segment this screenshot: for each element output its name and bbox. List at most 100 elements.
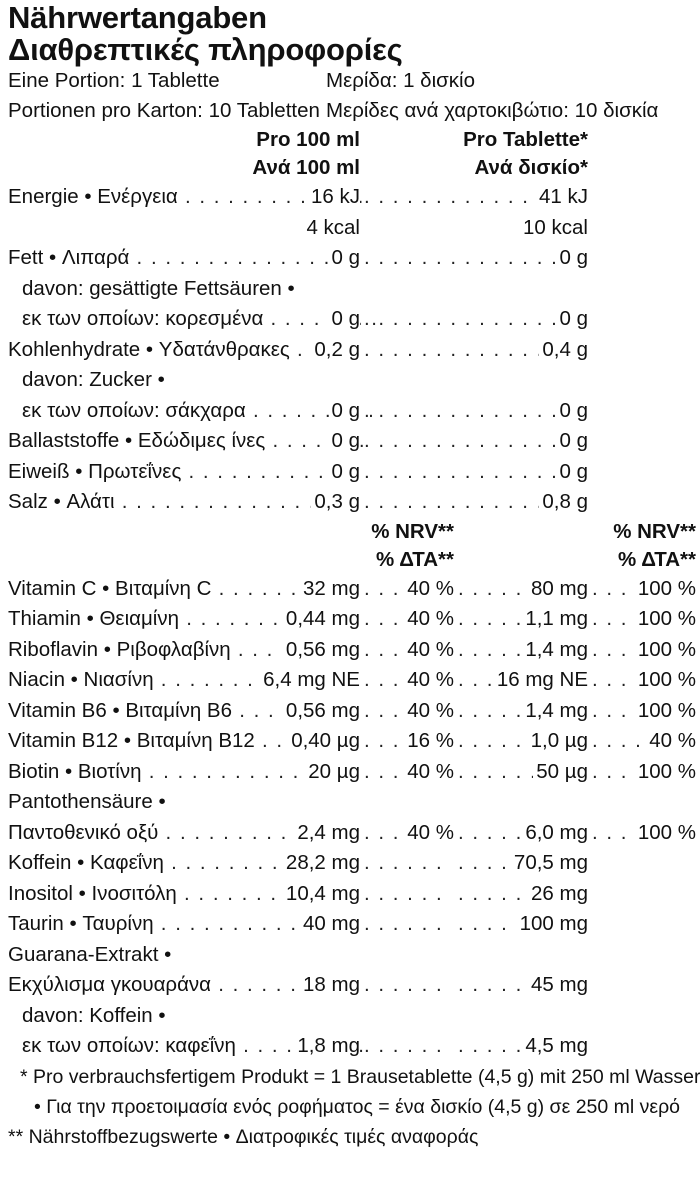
- nrv-per-100ml: 16 %: [404, 726, 454, 757]
- value-per-tablet: 41 kJ: [536, 182, 588, 213]
- value-per-100ml: 40 mg: [300, 909, 360, 940]
- nrv-per-100ml: 40 %: [404, 756, 454, 787]
- portion-row: Eine Portion: 1 Tablette Μερίδα: 1 δισκί…: [8, 66, 696, 96]
- footnote-2: • Για την προετοιμασία ενός ροφήματος = …: [34, 1095, 681, 1118]
- nrv-per-tablet: 100 %: [634, 604, 696, 635]
- value-per-100ml: 0,40 µg: [288, 726, 360, 757]
- value-per-100ml: 1,8 mg: [294, 1031, 360, 1062]
- vitamin-row: Taurin • Ταυρίνη . . . . . . . . . . . .…: [8, 909, 696, 940]
- nutrient-row: εκ των οποίων: σάκχαρα . . . . . . . . .…: [8, 395, 696, 426]
- nutrient-label: Eiweiß • Πρωτεΐνες . . . . . . . . . . .…: [8, 459, 363, 483]
- value-per-tablet: 10 kcal: [520, 212, 588, 243]
- vitamin-label: davon: Koffein •: [22, 1003, 166, 1027]
- nutrient-table: Energie • Ενέργεια . . . . . . . . . . .…: [8, 182, 696, 518]
- vitamin-row: Guarana-Extrakt •: [8, 940, 696, 971]
- nrv-per-tablet: 100 %: [634, 695, 696, 726]
- value-per-100ml: 0,2 g: [311, 334, 360, 365]
- value-per-tablet: 50 µg: [533, 756, 588, 787]
- value-per-tablet: 0,8 g: [539, 487, 588, 518]
- title-de: Nährwertangaben: [8, 0, 267, 35]
- nrv-per-tablet: 100 %: [634, 634, 696, 665]
- value-per-tablet: 80 mg: [528, 573, 588, 604]
- nrv-per-100ml: 40 %: [404, 604, 454, 635]
- portions-per-box-de: Portionen pro Karton: 10 Tabletten: [8, 99, 320, 122]
- nrv-per-100ml: 40 %: [404, 665, 454, 696]
- nrv-header-1: % NRV**: [371, 519, 454, 543]
- nrv-per-100ml: 40 %: [404, 817, 454, 848]
- value-per-100ml: 0,56 mg: [282, 634, 360, 665]
- nutrient-label: Ballaststoffe • Εδώδιμες ίνες . . . . . …: [8, 429, 363, 452]
- vitamin-row: Pantothensäure •: [8, 787, 696, 818]
- value-per-100ml: 32 mg: [300, 573, 360, 604]
- nutrient-row: Energie • Ενέργεια . . . . . . . . . . .…: [8, 182, 696, 213]
- nutrition-label: Nährwertangaben Διαθρεπτικές πληροφορίες…: [8, 0, 700, 1152]
- vitamin-row: Vitamin B6 • Βιταμίνη B6 . . . . . . . .…: [8, 695, 696, 726]
- value-per-tablet: 100 mg: [516, 909, 588, 940]
- value-per-100ml: 0,44 mg: [282, 604, 360, 635]
- header-per-tablet-el: Ανά δισκίο*: [474, 156, 588, 179]
- vitamin-row: εκ των οποίων: καφεΐνη . . . . . . . . .…: [8, 1031, 696, 1062]
- nutrient-label: davon: gesättigte Fettsäuren •: [22, 276, 295, 300]
- value-per-100ml: 6,4 mg NE: [260, 665, 360, 696]
- nutrient-label: εκ των οποίων: κορεσμένα . . . . . . . .…: [22, 307, 377, 330]
- value-per-tablet: 0,4 g: [539, 334, 588, 365]
- value-per-tablet: 0 g: [556, 395, 588, 426]
- vitamin-row: Riboflavin • Ριβοφλαβίνη . . . . . . . .…: [8, 634, 696, 665]
- column-header-de: Pro 100 ml Pro Tablette*: [8, 126, 696, 154]
- value-per-100ml: 10,4 mg: [282, 878, 360, 909]
- vitamin-row: Vitamin B12 • Βιταμίνη B12 . . . . . . .…: [8, 726, 696, 757]
- footnote-1: * Pro verbrauchsfertigem Produkt = 1 Bra…: [20, 1065, 700, 1088]
- vitamin-table: Vitamin C • Βιταμίνη C . . . . . . . . .…: [8, 573, 696, 1062]
- vitamin-label: Pantothensäure •: [8, 790, 166, 813]
- dta-header-row: % ΔΤΑ** % ΔΤΑ**: [8, 546, 696, 574]
- value-per-100ml: 16 kJ: [308, 182, 360, 213]
- header-per-100ml-de: Pro 100 ml: [256, 128, 360, 151]
- value-per-tablet: 0 g: [556, 426, 588, 457]
- value-per-100ml: 28,2 mg: [282, 848, 360, 879]
- nutrient-row: Fett • Λιπαρά . . . . . . . . . . . . . …: [8, 243, 696, 274]
- nrv-per-tablet: 100 %: [634, 573, 696, 604]
- vitamin-label: Guarana-Extrakt •: [8, 942, 172, 966]
- value-per-tablet: 70,5 mg: [510, 848, 588, 879]
- value-per-100ml: 0,3 g: [311, 487, 360, 518]
- vitamin-row: Niacin • Νιασίνη . . . . . . . . . . . .…: [8, 665, 696, 696]
- nrv-per-100ml: 40 %: [404, 695, 454, 726]
- portions-per-box-row: Portionen pro Karton: 10 Tabletten Μερίδ…: [8, 96, 696, 126]
- value-per-tablet: 45 mg: [528, 970, 588, 1001]
- header-per-tablet-de: Pro Tablette*: [463, 128, 588, 151]
- value-per-tablet: 1,1 mg: [522, 604, 588, 635]
- nutrient-label: Fett • Λιπαρά . . . . . . . . . . . . . …: [8, 246, 363, 269]
- nutrient-row: Kohlenhydrate • Υδατάνθρακες . . . . . .…: [8, 334, 696, 365]
- dta-header-2: % ΔΤΑ**: [618, 547, 696, 571]
- vitamin-row: Thiamin • Θειαμίνη . . . . . . . . . . .…: [8, 604, 696, 635]
- nrv-per-tablet: 100 %: [634, 665, 696, 696]
- value-per-100ml: 4 kcal: [303, 212, 360, 243]
- value-per-tablet: 4,5 mg: [522, 1031, 588, 1062]
- value-per-tablet: 6,0 mg: [522, 817, 588, 848]
- nrv-per-100ml: 40 %: [404, 634, 454, 665]
- title-el: Διαθρεπτικές πληροφορίες: [8, 32, 403, 67]
- value-per-100ml: 0 g: [328, 395, 360, 426]
- value-per-100ml: 0 g: [328, 243, 360, 274]
- dta-header-1: % ΔΤΑ**: [376, 547, 454, 571]
- vitamin-row: Inositol • Ινοσιτόλη . . . . . . . . . .…: [8, 878, 696, 909]
- nutrient-label: Salz • Αλάτι . . . . . . . . . . . . . .…: [8, 490, 363, 513]
- value-per-100ml: 0 g: [328, 426, 360, 457]
- vitamin-row: davon: Koffein •: [8, 1001, 696, 1032]
- header-per-100ml-el: Ανά 100 ml: [252, 156, 360, 179]
- value-per-tablet: 0 g: [556, 243, 588, 274]
- nutrient-row: 4 kcal 10 kcal: [8, 212, 696, 243]
- value-per-tablet: 26 mg: [528, 878, 588, 909]
- value-per-tablet: 0 g: [556, 456, 588, 487]
- nrv-per-tablet: 100 %: [634, 817, 696, 848]
- value-per-100ml: 20 µg: [305, 756, 360, 787]
- nutrient-label: Kohlenhydrate • Υδατάνθρακες . . . . . .…: [8, 337, 363, 361]
- vitamin-row: Παντοθενικό οξύ . . . . . . . . . . . . …: [8, 817, 696, 848]
- nrv-header-row: % NRV** % NRV**: [8, 518, 696, 546]
- nutrient-row: Eiweiß • Πρωτεΐνες . . . . . . . . . . .…: [8, 456, 696, 487]
- nutrient-row: davon: Zucker •: [8, 365, 696, 396]
- value-per-tablet: 1,0 µg: [527, 726, 588, 757]
- nutrient-row: εκ των οποίων: κορεσμένα . . . . . . . .…: [8, 304, 696, 335]
- nutrient-row: Salz • Αλάτι . . . . . . . . . . . . . .…: [8, 487, 696, 518]
- footnote-3: ** Nährstoffbezugswerte • Διατροφικές τι…: [8, 1125, 479, 1148]
